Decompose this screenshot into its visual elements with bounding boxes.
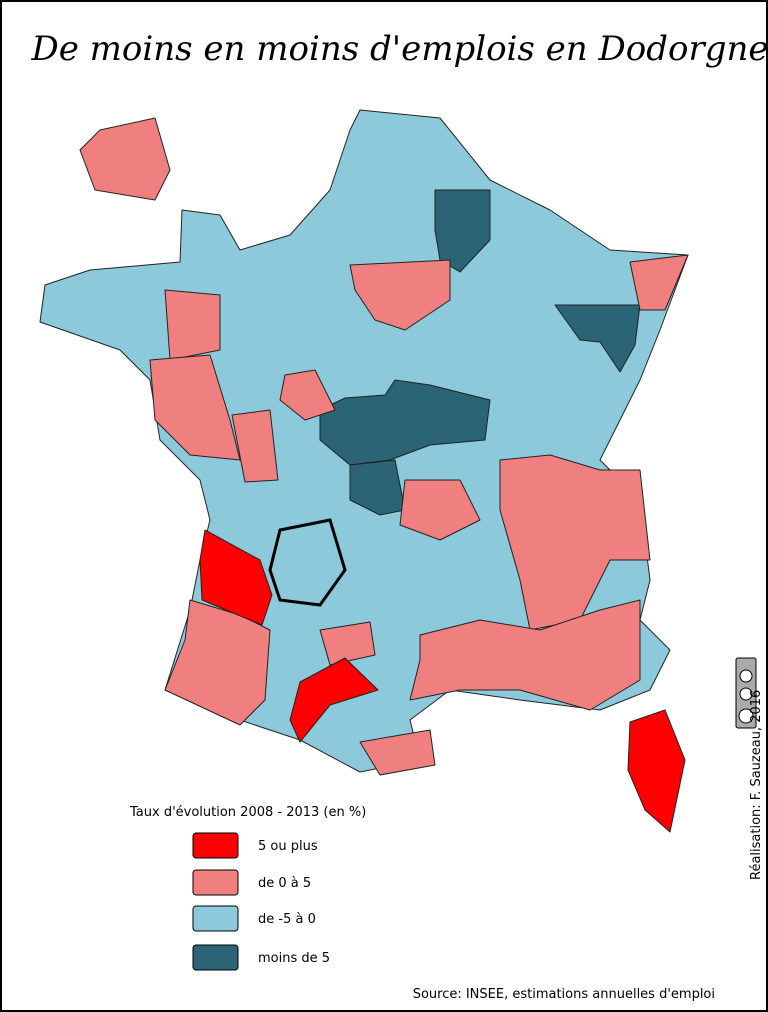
region xyxy=(349,459,406,516)
map xyxy=(39,109,689,833)
legend-swatch xyxy=(192,869,239,896)
region xyxy=(289,657,379,743)
legend-label: de 0 à 5 xyxy=(258,876,311,891)
region xyxy=(399,479,481,541)
source: Source: INSEE, estimations annuelles d'e… xyxy=(413,987,715,1002)
title: De moins en moins d'emplois en Dodorgne xyxy=(30,29,768,69)
region xyxy=(359,729,436,776)
credit: Réalisation: F. Sauzeau, 2016 xyxy=(749,690,764,880)
region xyxy=(499,454,651,631)
cc-badge xyxy=(735,657,757,729)
region xyxy=(409,599,641,711)
dordogne-outline xyxy=(268,518,347,607)
region xyxy=(231,409,279,483)
region xyxy=(149,354,241,461)
region xyxy=(319,379,491,466)
legend-label: de -5 à 0 xyxy=(258,912,316,927)
corsica xyxy=(627,709,686,833)
region xyxy=(199,529,273,626)
region xyxy=(349,259,451,331)
legend: Taux d'évolution 2008 - 2013 (en %) 5 ou… xyxy=(129,805,366,971)
legend-swatch xyxy=(192,832,239,859)
legend-label: 5 ou plus xyxy=(258,839,318,854)
region xyxy=(164,289,221,361)
region xyxy=(434,189,491,273)
legend-swatch xyxy=(192,905,239,932)
legend-label: moins de 5 xyxy=(258,951,330,966)
legend-title: Taux d'évolution 2008 - 2013 (en %) xyxy=(129,805,366,820)
legend-swatch xyxy=(192,944,239,971)
island xyxy=(79,117,171,201)
region xyxy=(319,621,376,666)
region xyxy=(279,369,336,421)
region xyxy=(629,254,689,311)
